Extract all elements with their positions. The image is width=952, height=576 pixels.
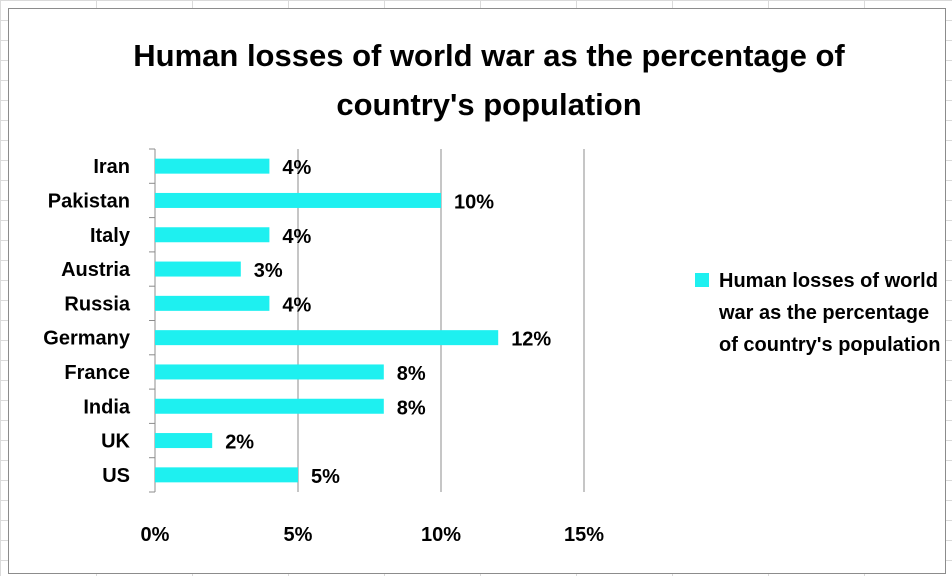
bar[interactable] [155, 364, 384, 380]
bar[interactable] [155, 192, 441, 208]
bar[interactable] [155, 433, 213, 449]
category-label: Iran [93, 156, 130, 178]
data-label: 4% [282, 157, 311, 179]
bar[interactable] [155, 158, 270, 174]
legend-swatch [695, 273, 709, 287]
data-label: 2% [225, 432, 254, 454]
bar[interactable] [155, 227, 270, 243]
bar[interactable] [155, 261, 241, 277]
category-label: Austria [61, 259, 131, 281]
data-label: 4% [282, 226, 311, 248]
category-label: Italy [90, 225, 131, 247]
data-label: 3% [254, 260, 283, 282]
x-tick-label: 5% [284, 524, 313, 546]
x-tick-label: 10% [421, 524, 461, 546]
category-label: Russia [64, 293, 130, 315]
bar[interactable] [155, 467, 298, 483]
category-label: UK [101, 431, 130, 453]
data-label: 5% [311, 466, 340, 488]
data-label: 4% [282, 294, 311, 316]
data-label: 8% [397, 363, 426, 385]
plot-area: 0% 5% 10% 15% Iran 4% Pakistan 10% Italy 4% Austri… [43, 148, 604, 546]
bar[interactable] [155, 398, 384, 414]
chart-area[interactable]: Human losses of world war as the percent… [8, 8, 946, 574]
category-label: India [83, 396, 131, 418]
bar[interactable] [155, 330, 499, 346]
bar[interactable] [155, 295, 270, 311]
data-label: 10% [454, 191, 494, 213]
category-label: Germany [43, 328, 131, 350]
category-label: US [102, 465, 130, 487]
data-label: 12% [511, 329, 551, 351]
legend-label: Human losses of world war as the percent… [719, 270, 941, 356]
data-label: 8% [397, 397, 426, 419]
category-label: France [64, 362, 130, 384]
x-tick-label: 15% [564, 524, 604, 546]
chart-title: Human losses of world war as the percent… [133, 38, 845, 122]
x-tick-label: 0% [141, 524, 170, 546]
category-label: Pakistan [48, 190, 130, 212]
